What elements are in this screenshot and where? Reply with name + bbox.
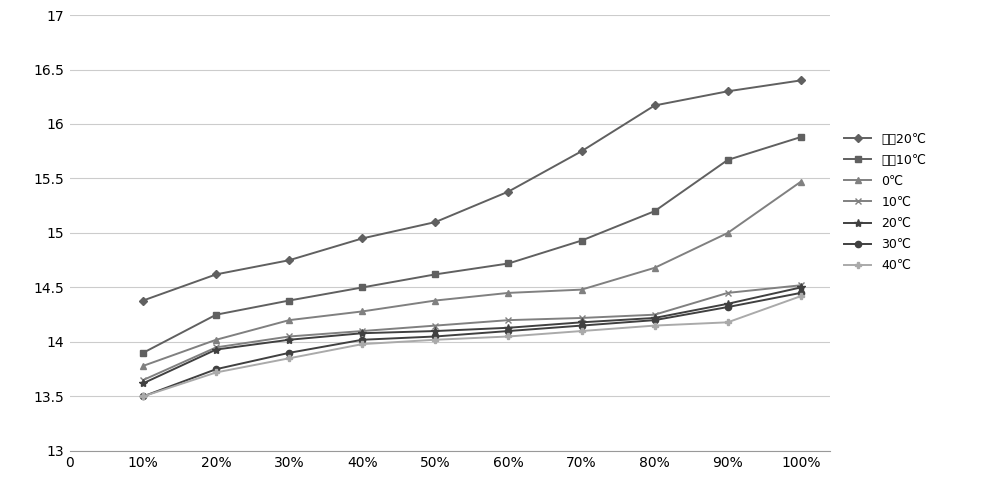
30℃ [795, 290, 807, 296]
0℃ [722, 230, 734, 236]
Line: 零下10℃: 零下10℃ [140, 134, 804, 356]
20℃ [722, 301, 734, 307]
0℃ [356, 309, 368, 315]
零下10℃ [795, 134, 807, 140]
0℃ [576, 287, 588, 293]
零下10℃ [283, 298, 295, 304]
0℃ [283, 317, 295, 323]
10℃ [576, 315, 588, 321]
40℃ [722, 319, 734, 325]
30℃ [649, 317, 661, 323]
Line: 20℃: 20℃ [139, 283, 805, 387]
30℃ [137, 393, 149, 399]
20℃ [795, 285, 807, 291]
30℃ [283, 350, 295, 356]
30℃ [356, 337, 368, 343]
零下10℃ [722, 157, 734, 163]
Legend: 零下20℃, 零下10℃, 0℃, 10℃, 20℃, 30℃, 40℃: 零下20℃, 零下10℃, 0℃, 10℃, 20℃, 30℃, 40℃ [844, 133, 926, 273]
40℃ [576, 328, 588, 334]
30℃ [210, 366, 222, 372]
10℃ [649, 312, 661, 318]
10℃ [722, 290, 734, 296]
0℃ [795, 179, 807, 185]
10℃ [137, 377, 149, 383]
10℃ [795, 282, 807, 288]
40℃ [356, 341, 368, 347]
10℃ [356, 328, 368, 334]
40℃ [795, 293, 807, 299]
Line: 40℃: 40℃ [140, 293, 804, 399]
20℃ [137, 380, 149, 386]
0℃ [502, 290, 514, 296]
零下20℃ [795, 78, 807, 84]
零下10℃ [576, 237, 588, 243]
20℃ [356, 330, 368, 336]
20℃ [576, 319, 588, 325]
零下10℃ [137, 350, 149, 356]
10℃ [283, 334, 295, 340]
0℃ [210, 337, 222, 343]
零下20℃ [502, 188, 514, 194]
40℃ [137, 393, 149, 399]
零下20℃ [283, 257, 295, 263]
零下10℃ [429, 272, 441, 278]
40℃ [502, 334, 514, 340]
0℃ [429, 298, 441, 304]
20℃ [283, 337, 295, 343]
40℃ [210, 369, 222, 375]
零下20℃ [210, 272, 222, 278]
Line: 10℃: 10℃ [140, 282, 804, 384]
零下10℃ [356, 285, 368, 291]
0℃ [137, 363, 149, 369]
30℃ [429, 334, 441, 340]
零下20℃ [649, 103, 661, 109]
20℃ [502, 325, 514, 331]
40℃ [429, 337, 441, 343]
零下10℃ [502, 261, 514, 267]
零下10℃ [210, 312, 222, 318]
30℃ [502, 328, 514, 334]
Line: 0℃: 0℃ [140, 179, 804, 369]
30℃ [576, 323, 588, 329]
10℃ [429, 323, 441, 329]
10℃ [210, 344, 222, 350]
0℃ [649, 265, 661, 271]
20℃ [649, 315, 661, 321]
Line: 30℃: 30℃ [140, 290, 804, 399]
零下20℃ [356, 235, 368, 241]
零下20℃ [576, 148, 588, 154]
零下20℃ [429, 219, 441, 225]
20℃ [210, 347, 222, 353]
零下20℃ [722, 88, 734, 94]
40℃ [649, 323, 661, 329]
零下20℃ [137, 298, 149, 304]
零下10℃ [649, 208, 661, 214]
20℃ [429, 328, 441, 334]
40℃ [283, 355, 295, 361]
Line: 零下20℃: 零下20℃ [140, 77, 804, 304]
30℃ [722, 304, 734, 310]
10℃ [502, 317, 514, 323]
